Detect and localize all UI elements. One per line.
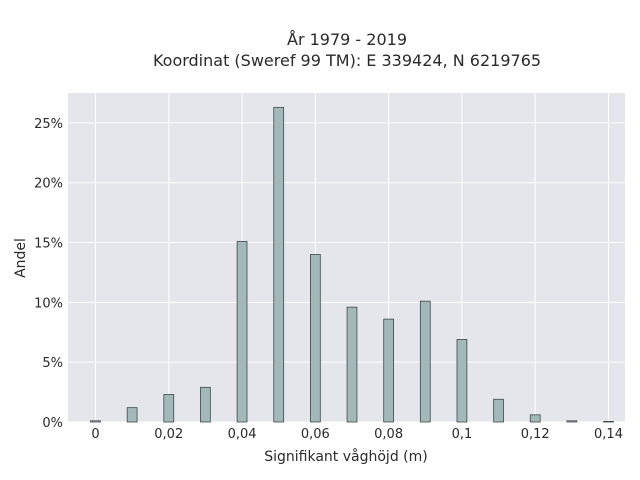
histogram-bar (383, 318, 394, 423)
histogram-bar (346, 306, 358, 423)
y-tick-label: 0% (42, 416, 63, 431)
y-axis-label: Andel (13, 238, 29, 278)
x-tick-label: 0,1 (452, 427, 473, 442)
y-tick-label: 15% (34, 237, 63, 252)
histogram-bar (310, 254, 321, 423)
chart-title-line-1: År 1979 - 2019 (287, 30, 407, 49)
y-tick-label: 5% (42, 356, 63, 371)
histogram-bar (456, 339, 468, 423)
histogram-bar (419, 300, 431, 423)
histogram-bar (163, 394, 175, 423)
y-tick-label: 10% (34, 296, 63, 311)
histogram-bar (236, 240, 248, 423)
chart-title-line-2: Koordinat (Sweref 99 TM): E 339424, N 62… (153, 51, 541, 70)
y-tick-label: 20% (34, 177, 63, 192)
x-tick-label: 0,06 (301, 427, 330, 442)
x-axis-label: Signifikant våghöjd (m) (264, 448, 427, 465)
histogram-bar (126, 407, 138, 423)
histogram-bar (529, 414, 541, 423)
histogram-bar (566, 420, 578, 423)
bars (90, 106, 614, 423)
plot-area (68, 93, 625, 422)
x-tick-label: 0,14 (594, 427, 623, 442)
x-tick-label: 0 (91, 427, 99, 442)
histogram-bar (200, 386, 211, 423)
histogram-bar (603, 421, 614, 423)
x-tick-label: 0,04 (228, 427, 257, 442)
grid-lines (68, 93, 625, 423)
histogram-bar (493, 398, 504, 423)
x-tick-label: 0,08 (374, 427, 403, 442)
histogram-bar (90, 420, 101, 423)
tick-labels: 0 0,02 0,04 0,06 0,08 0,1 0,12 0,14 0% 5% 10% 15% 20… (34, 117, 623, 442)
x-tick-label: 0,02 (154, 427, 183, 442)
x-tick-label: 0,12 (521, 427, 550, 442)
y-tick-label: 25% (34, 117, 63, 132)
histogram-bar (273, 106, 285, 423)
